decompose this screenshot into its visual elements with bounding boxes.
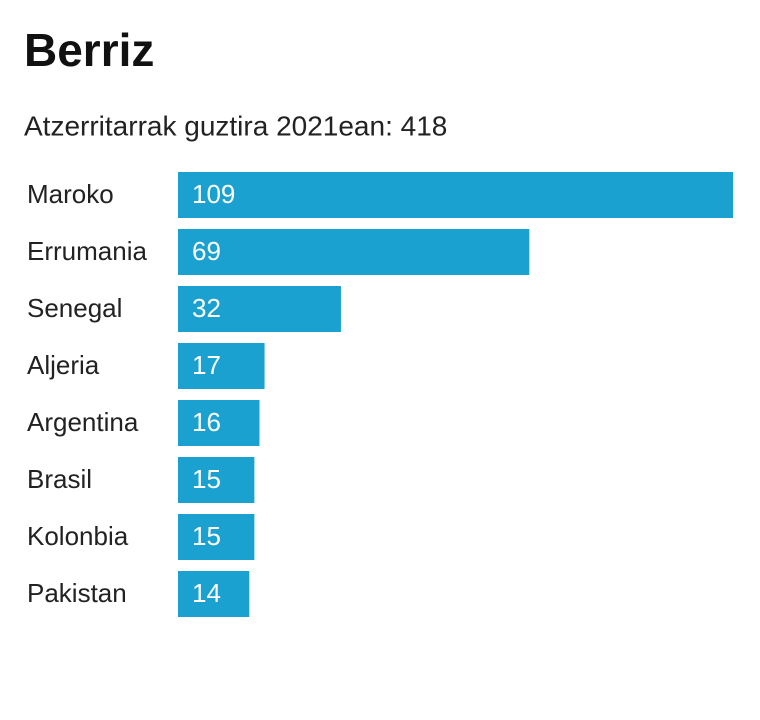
value-label: 109 bbox=[192, 179, 235, 209]
value-label: 15 bbox=[192, 521, 221, 551]
value-label: 17 bbox=[192, 350, 221, 380]
bar bbox=[178, 400, 260, 446]
value-label: 15 bbox=[192, 464, 221, 494]
bar bbox=[178, 343, 265, 389]
value-label: 69 bbox=[192, 236, 221, 266]
category-label: Senegal bbox=[27, 293, 122, 323]
chart-subtitle: Atzerritarrak guztira 2021ean: 418 bbox=[24, 110, 447, 141]
category-label: Argentina bbox=[27, 407, 139, 437]
category-label: Brasil bbox=[27, 464, 92, 494]
bar bbox=[178, 514, 255, 560]
bar bbox=[178, 457, 255, 503]
category-label: Pakistan bbox=[27, 578, 127, 608]
bar bbox=[178, 286, 341, 332]
bar bbox=[178, 172, 733, 218]
chart-title: Berriz bbox=[24, 24, 154, 76]
category-label: Maroko bbox=[27, 179, 114, 209]
value-label: 14 bbox=[192, 578, 221, 608]
value-label: 16 bbox=[192, 407, 221, 437]
category-label: Errumania bbox=[27, 236, 147, 266]
category-label: Kolonbia bbox=[27, 521, 129, 551]
category-label: Aljeria bbox=[27, 350, 100, 380]
bar bbox=[178, 571, 250, 617]
bar bbox=[178, 229, 530, 275]
value-label: 32 bbox=[192, 293, 221, 323]
